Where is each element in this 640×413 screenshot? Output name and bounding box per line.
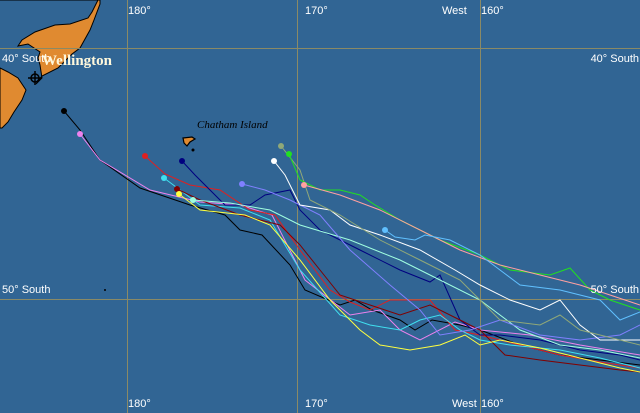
wellington-marker [28,71,42,85]
lon-label-170-bottom: 170° [305,398,328,410]
lat-label-40-left: 40° South [2,53,51,65]
land-north-island [0,0,101,85]
lon-label-160-top: 160° [481,5,504,17]
lon-label-west-bottom: West [452,398,477,410]
island-label-chatham: Chatham Island [197,119,268,131]
lat-label-50-left: 50° South [2,284,51,296]
city-label-wellington: Wellington [42,53,113,69]
lon-label-170-top: 170° [305,5,328,17]
lon-label-west-top: West [442,5,467,17]
lat-label-50-right: 50° South [590,284,639,296]
land-south-island [0,67,27,129]
lon-label-180-top: 180° [128,5,151,17]
land-chatham-island [182,136,197,147]
lon-label-160-bottom: 160° [481,398,504,410]
lon-label-180-bottom: 180° [128,398,151,410]
track-start-markers [61,108,388,233]
lat-label-40-right: 40° South [590,53,639,65]
storm-tracks [63,110,640,373]
